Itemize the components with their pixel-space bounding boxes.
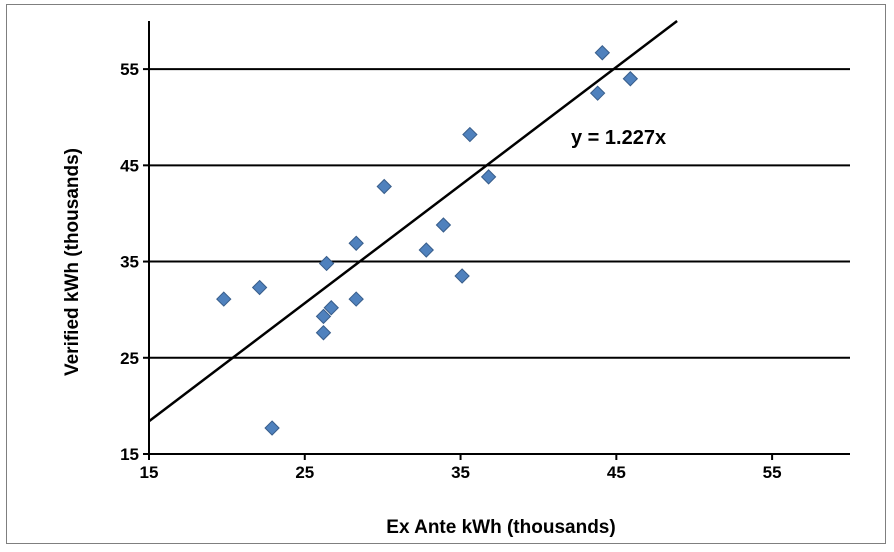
data-point-15	[589, 85, 606, 101]
data-points	[216, 45, 639, 436]
y-tick-label-35: 35	[120, 253, 139, 272]
tick-labels: 15 25 35 45 55 15 25 35 45 55	[120, 60, 781, 482]
y-tick-label-45: 45	[120, 156, 139, 175]
x-tick-label-45: 45	[607, 463, 626, 482]
trendline-equation: y = 1.227x	[571, 127, 666, 149]
data-point-3	[315, 308, 332, 325]
data-point-10	[418, 242, 434, 258]
y-tick-label-15: 15	[120, 445, 139, 464]
data-point-8	[348, 291, 364, 307]
data-point-14	[480, 169, 497, 185]
data-point-5	[318, 255, 335, 272]
data-point-13	[462, 126, 478, 143]
data-point-16	[594, 45, 611, 61]
chart-frame: 15 25 35 45 55 15 25 35 45 55 y = 1.227x Ex Ante …	[6, 4, 886, 544]
data-point-7	[348, 235, 364, 251]
y-tick-label-55: 55	[120, 60, 139, 79]
data-point-6	[323, 300, 339, 316]
data-point-17	[622, 71, 639, 87]
x-tick-label-15: 15	[140, 463, 159, 482]
scatter-chart: 15 25 35 45 55 15 25 35 45 55 y = 1.227x Ex Ante …	[62, 20, 850, 538]
x-tick-label-35: 35	[451, 463, 470, 482]
x-tick-label-25: 25	[295, 463, 314, 482]
axes	[143, 21, 850, 460]
trendline	[148, 20, 678, 423]
trendline-group	[148, 20, 678, 423]
data-point-9	[376, 178, 392, 195]
data-point-11	[435, 217, 452, 233]
data-point-4	[315, 325, 332, 341]
y-tick-label-25: 25	[120, 349, 139, 368]
gridlines	[149, 68, 850, 359]
data-point-2	[264, 420, 280, 436]
x-tick-label-55: 55	[763, 463, 782, 482]
data-point-12	[454, 268, 470, 284]
y-axis-title: Verified kWh (thousands)	[62, 148, 83, 376]
data-point-1	[251, 279, 268, 296]
data-point-0	[216, 291, 232, 307]
x-axis-title: Ex Ante kWh (thousands)	[386, 517, 615, 538]
